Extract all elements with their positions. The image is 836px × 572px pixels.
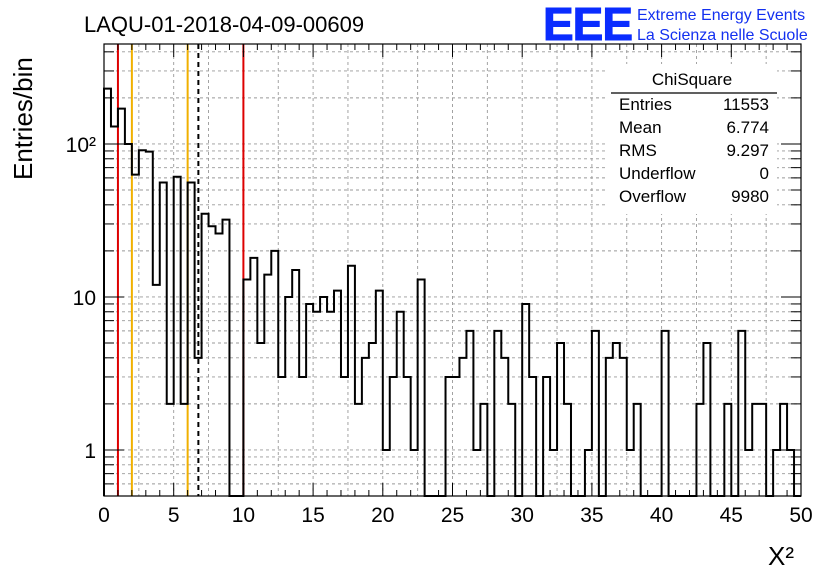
x-tick-label: 35 bbox=[580, 504, 603, 527]
stats-label: Mean bbox=[619, 118, 662, 137]
grid-lines bbox=[104, 44, 801, 496]
y-tick-label: 10 bbox=[73, 287, 96, 310]
logo-line-1: Extreme Energy Events bbox=[637, 7, 805, 24]
eee-logo: EEE bbox=[543, 0, 632, 50]
stats-label: Overflow bbox=[619, 187, 687, 206]
stats-label: Entries bbox=[619, 95, 672, 114]
x-tick-label: 0 bbox=[98, 504, 110, 527]
stats-value: 11553 bbox=[723, 95, 769, 114]
y-tick-label: 1 bbox=[84, 440, 96, 463]
x-tick-label: 50 bbox=[789, 504, 812, 527]
x-tick-label: 40 bbox=[650, 504, 673, 527]
x-tick-label: 45 bbox=[720, 504, 743, 527]
y-tick-label: 10² bbox=[66, 134, 96, 157]
chart-title: LAQU-01-2018-04-09-00609 bbox=[84, 12, 364, 37]
stats-background bbox=[607, 64, 777, 214]
stats-label: RMS bbox=[619, 141, 657, 160]
x-tick-label: 25 bbox=[441, 504, 464, 527]
stats-value: 9.297 bbox=[726, 141, 769, 160]
x-tick-label: 30 bbox=[511, 504, 534, 527]
y-axis-label: Entries/bin bbox=[8, 57, 38, 180]
y-tick-labels: 1 10 10² bbox=[66, 134, 96, 463]
stats-label: Underflow bbox=[619, 164, 696, 183]
x-tick-label: 10 bbox=[232, 504, 255, 527]
x-tick-label: 15 bbox=[301, 504, 324, 527]
stats-header: ChiSquare bbox=[652, 70, 732, 89]
logo-line-2: La Scienza nelle Scuole bbox=[637, 27, 808, 44]
stats-value: 6.774 bbox=[726, 118, 769, 137]
stats-box: ChiSquare Entries 11553 Mean 6.774 RMS 9.297 U… bbox=[607, 64, 777, 214]
axis-ticks bbox=[103, 44, 802, 497]
x-axis-label: X² bbox=[768, 541, 794, 571]
x-tick-labels: 0 5 10 15 20 25 30 35 40 45 50 bbox=[98, 504, 813, 527]
stats-value: 0 bbox=[760, 164, 769, 183]
x-tick-label: 5 bbox=[168, 504, 180, 527]
stats-value: 9980 bbox=[731, 187, 769, 206]
x-tick-label: 20 bbox=[371, 504, 394, 527]
